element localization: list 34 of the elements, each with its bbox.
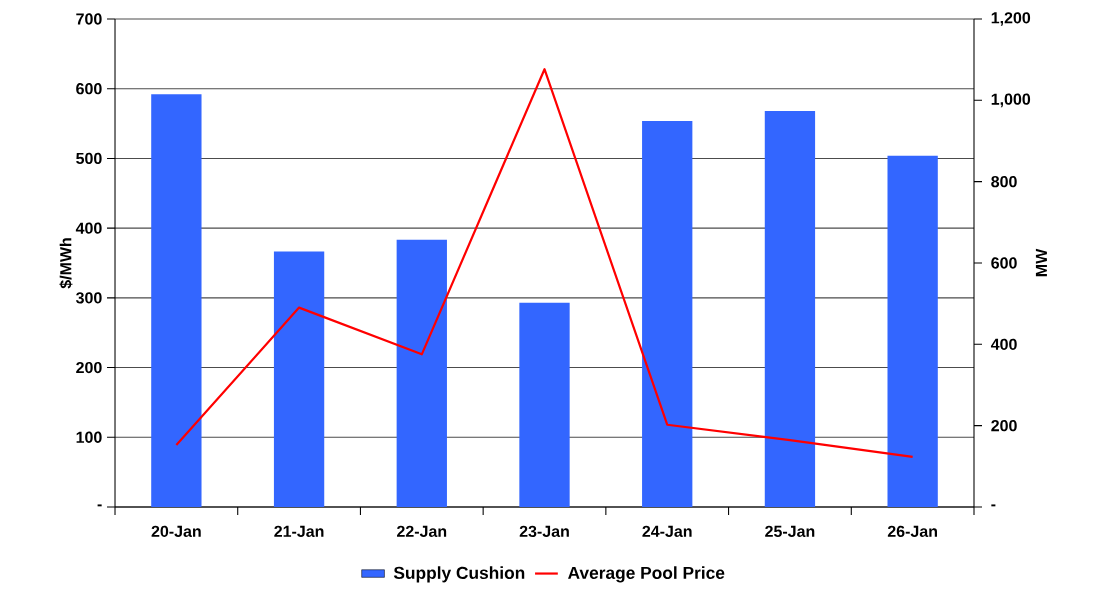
y-tick-label: 200	[76, 361, 102, 374]
bar	[887, 155, 938, 507]
y2-tick-label: 400	[990, 338, 1017, 350]
y-tick-label: 700	[76, 13, 102, 25]
x-tick-label: 24-Jan	[642, 525, 692, 538]
x-tick-label: 21-Jan	[274, 525, 324, 538]
legend-label: Supply Cushion	[393, 566, 525, 583]
y2-axis-title: MW	[1035, 248, 1047, 277]
bar	[273, 251, 325, 507]
bar	[764, 110, 816, 507]
bar	[642, 121, 693, 507]
line-series	[175, 68, 914, 458]
y2-tick-label: 1,000	[991, 93, 1031, 108]
y2-tick-label: -	[991, 504, 996, 507]
x-tick-label: 20-Jan	[151, 525, 201, 538]
y2-tick-label: 800	[991, 176, 1017, 188]
y-tick-label: 500	[76, 152, 102, 165]
x-tick-label: 25-Jan	[765, 525, 815, 538]
y2-tick-label: 600	[991, 257, 1017, 269]
y2-tick-label: 1,200	[991, 12, 1031, 26]
y-tick-label: 400	[75, 222, 102, 234]
y2-tick-label: 200	[991, 419, 1017, 432]
y-tick-label: -	[97, 504, 102, 507]
x-tick-label: 22-Jan	[397, 525, 447, 538]
bar	[519, 302, 570, 507]
bar	[396, 239, 447, 507]
y-axis-title: $/MWh	[59, 238, 73, 289]
bar	[151, 94, 202, 507]
legend-label: Average Pool Price	[568, 566, 725, 583]
x-tick-label: 26-Jan	[887, 525, 937, 538]
y-tick-label: 300	[75, 292, 102, 304]
x-tick-label: 23-Jan	[519, 525, 569, 538]
y-tick-label: 600	[76, 83, 102, 95]
y-tick-label: 100	[76, 431, 102, 443]
